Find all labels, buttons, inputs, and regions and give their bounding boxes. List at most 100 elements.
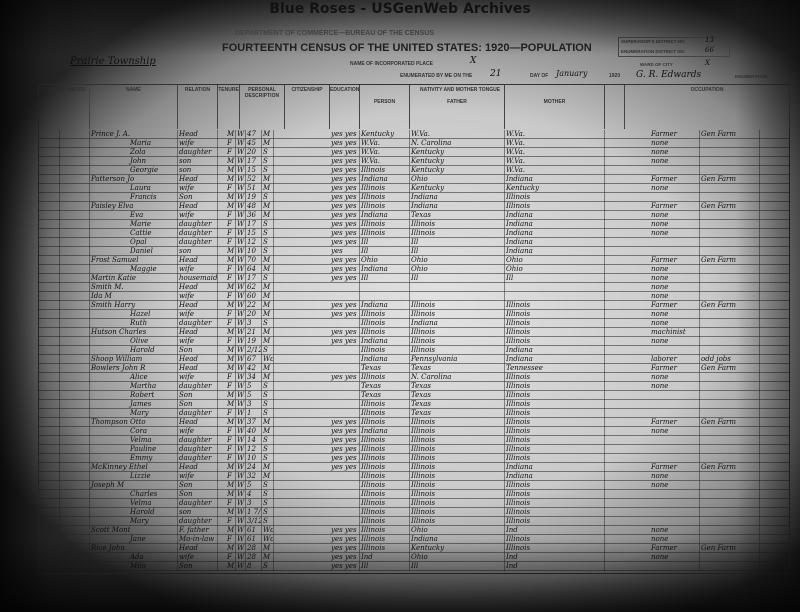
occ-cell: Farmer <box>650 301 700 310</box>
relation-cell: wife <box>178 427 218 436</box>
race-cell: W <box>237 184 246 193</box>
dwelling-cell <box>60 526 90 535</box>
race-cell: W <box>237 193 246 202</box>
relation-cell: wife <box>178 184 218 193</box>
age-cell: 67 <box>246 355 262 364</box>
relation-cell: housemaid <box>179 274 218 283</box>
sex-cell: M <box>227 490 236 499</box>
dwelling-cell <box>38 328 60 337</box>
marital-cell: Wd <box>263 535 274 544</box>
dwelling-cell <box>38 499 60 508</box>
marital-cell: M <box>262 139 274 148</box>
lit-cell <box>330 391 360 400</box>
father-cell: Illinois <box>410 481 505 490</box>
incorporated-place: X <box>470 56 477 66</box>
marital-cell: M <box>262 364 274 373</box>
father-cell <box>410 283 505 292</box>
lit-cell: yes yes <box>330 553 360 562</box>
name-cell: Thompson Otto <box>90 418 178 427</box>
dwelling-cell <box>60 238 90 247</box>
lit-cell: yes yes <box>330 310 360 319</box>
relation-cell: wife <box>178 373 218 382</box>
dwelling-cell <box>60 436 90 445</box>
age-cell: 24 <box>246 463 262 472</box>
birth-cell: Indiana <box>360 211 410 220</box>
name-cell: Frost Samuel <box>90 256 178 265</box>
lit-cell: yes yes <box>330 535 360 544</box>
age-cell: 17 <box>246 220 262 229</box>
site-title: Blue Roses - USGenWeb Archives <box>269 1 531 17</box>
mother-cell: Ind <box>505 526 605 535</box>
birth-cell: Ill <box>360 562 410 571</box>
marital-cell: M <box>262 283 274 292</box>
mother-cell: Illinois <box>505 301 605 310</box>
dwelling-cell <box>60 211 90 220</box>
occ-cell: Farmer <box>650 418 700 427</box>
ind-cell <box>700 508 760 517</box>
name-cell: Joseph M <box>90 481 178 490</box>
dwelling-cell <box>38 427 60 436</box>
dwelling-cell <box>38 418 60 427</box>
race-cell: W <box>237 229 246 238</box>
dwelling-cell <box>60 337 90 346</box>
marital-cell: M <box>262 301 274 310</box>
occ-cell <box>650 193 700 202</box>
occ-cell: Farmer <box>650 202 700 211</box>
ind-cell: Gen Farm <box>700 544 760 553</box>
ind-cell <box>700 274 760 283</box>
mother-cell: Illinois <box>505 445 605 454</box>
occ-cell: none <box>650 292 700 301</box>
ind-cell <box>700 184 760 193</box>
relation-cell: wife <box>178 553 218 562</box>
dwelling-cell <box>60 463 90 472</box>
race-cell: W <box>237 148 246 157</box>
dwelling-cell <box>60 310 90 319</box>
dwelling-cell <box>60 454 90 463</box>
father-cell: Illinois <box>410 229 505 238</box>
table-row: Velma daughter F W 3 S Illinois Illinois Illinoi… <box>38 499 790 508</box>
race-cell: W <box>237 346 246 355</box>
father-cell: N. Carolina <box>410 139 505 148</box>
dwelling-cell <box>38 256 60 265</box>
dwelling-cell <box>38 148 60 157</box>
race-cell: W <box>237 535 246 544</box>
mother-cell: Illinois <box>505 418 605 427</box>
ind-cell <box>700 391 760 400</box>
age-cell: 5 <box>246 391 262 400</box>
dwelling-cell <box>38 130 60 139</box>
race-cell: W <box>237 265 246 274</box>
relation-cell: Son <box>178 490 218 499</box>
column-citizenship: CITIZENSHIP <box>285 85 330 129</box>
day-of-label: DAY OF <box>530 73 549 79</box>
mother-cell: Tennessee <box>505 364 605 373</box>
race-cell: W <box>237 418 246 427</box>
sex-cell: M <box>227 301 236 310</box>
age-cell: 19 <box>246 193 262 202</box>
dwelling-cell <box>38 355 60 364</box>
relation-cell: wife <box>178 265 218 274</box>
age-cell: 15 <box>246 166 262 175</box>
dwelling-cell <box>38 544 60 553</box>
lit-cell: yes yes <box>330 544 360 553</box>
mother-cell: Indiana <box>505 175 605 184</box>
father-cell <box>410 292 505 301</box>
mother-cell: Ind <box>505 562 605 571</box>
name-cell: Martha <box>90 382 178 391</box>
ind-cell <box>700 193 760 202</box>
birth-cell: Ill <box>360 274 410 283</box>
mother-cell: Illinois <box>505 193 605 202</box>
sex-cell: F <box>226 436 236 445</box>
ind-cell <box>700 481 760 490</box>
mother-cell: Illinois <box>505 454 605 463</box>
sex-cell: M <box>227 463 236 472</box>
age-cell: 10 <box>246 454 262 463</box>
ind-cell: Gen Farm <box>700 418 760 427</box>
relation-cell: wife <box>178 211 218 220</box>
father-cell: Texas <box>410 409 505 418</box>
race-cell: W <box>237 130 246 139</box>
ind-cell <box>700 229 760 238</box>
